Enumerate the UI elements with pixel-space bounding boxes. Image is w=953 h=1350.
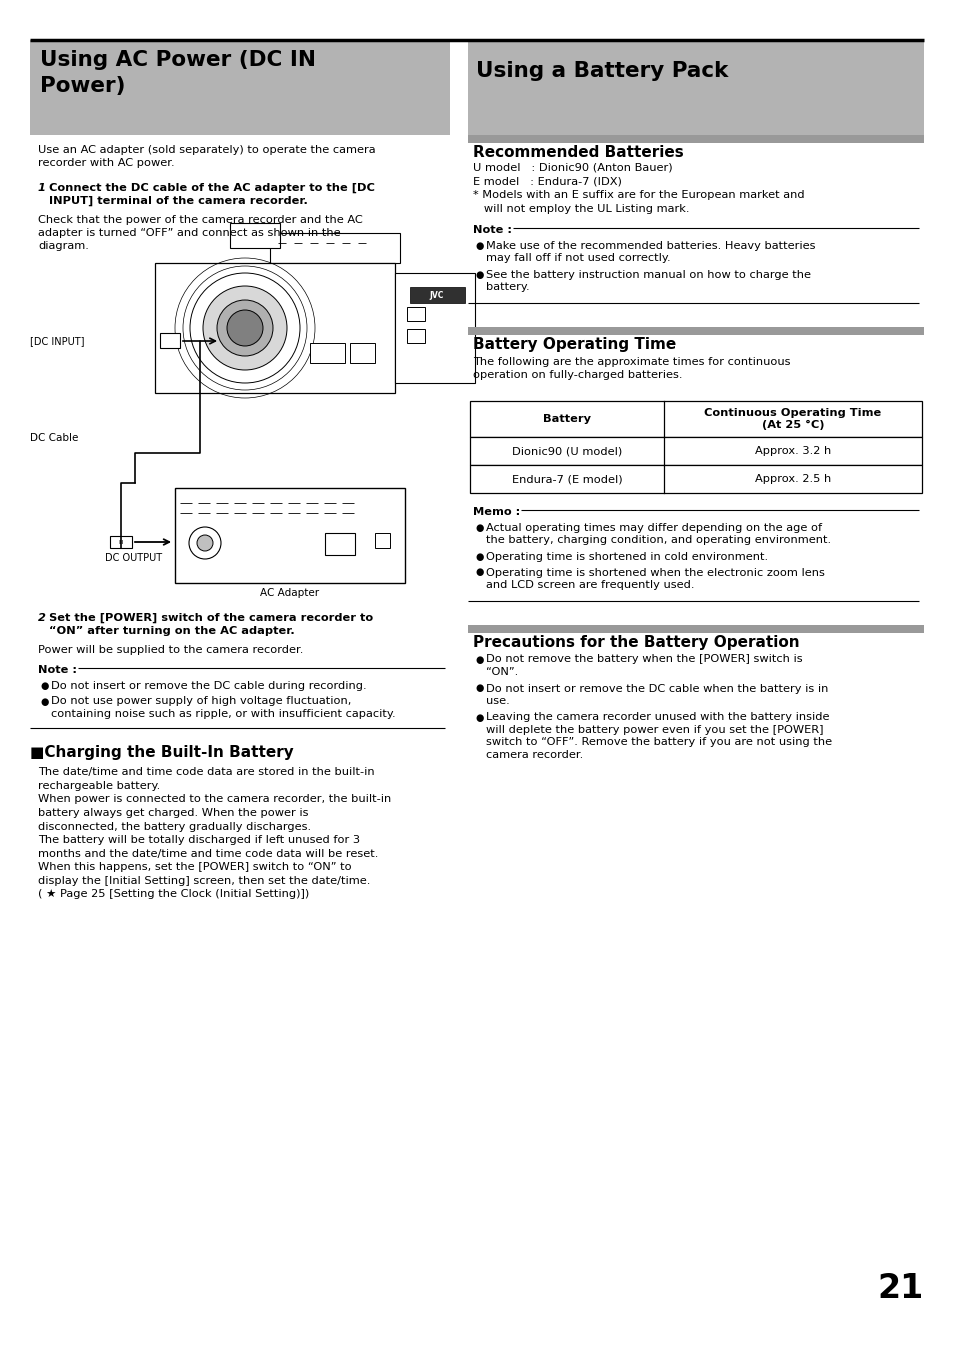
Text: Recommended Batteries: Recommended Batteries bbox=[473, 144, 683, 161]
Bar bbox=[470, 437, 921, 464]
Text: Leaving the camera recorder unused with the battery inside
will deplete the batt: Leaving the camera recorder unused with … bbox=[485, 713, 831, 760]
Text: Power will be supplied to the camera recorder.: Power will be supplied to the camera rec… bbox=[38, 645, 303, 655]
Bar bbox=[468, 40, 923, 135]
Text: [DC INPUT]: [DC INPUT] bbox=[30, 336, 85, 346]
Text: The date/time and time code data are stored in the built-in: The date/time and time code data are sto… bbox=[38, 768, 375, 778]
Text: When power is connected to the camera recorder, the built-in: When power is connected to the camera re… bbox=[38, 795, 391, 805]
Bar bbox=[174, 487, 405, 583]
Text: Using a Battery Pack: Using a Battery Pack bbox=[476, 61, 727, 81]
Text: ( ★ Page 25 [Setting the Clock (Initial Setting)]): ( ★ Page 25 [Setting the Clock (Initial … bbox=[38, 890, 309, 899]
Text: Battery: Battery bbox=[542, 414, 590, 424]
Text: DC Cable: DC Cable bbox=[30, 433, 78, 443]
Text: Do not insert or remove the DC cable during recording.: Do not insert or remove the DC cable dur… bbox=[51, 680, 366, 691]
Text: Set the [POWER] switch of the camera recorder to
“ON” after turning on the AC ad: Set the [POWER] switch of the camera rec… bbox=[49, 613, 373, 636]
Text: Do not use power supply of high voltage fluctuation,
containing noise such as ri: Do not use power supply of high voltage … bbox=[51, 697, 395, 720]
Bar bbox=[30, 40, 450, 135]
Text: ●: ● bbox=[475, 552, 483, 562]
Text: 2: 2 bbox=[38, 613, 46, 622]
Text: Do not remove the battery when the [POWER] switch is
“ON”.: Do not remove the battery when the [POWE… bbox=[485, 655, 801, 676]
Bar bbox=[270, 234, 399, 263]
Text: Operating time is shortened when the electronic zoom lens
and LCD screen are fre: Operating time is shortened when the ele… bbox=[485, 567, 824, 590]
Text: Actual operating times may differ depending on the age of
the battery, charging : Actual operating times may differ depend… bbox=[485, 522, 830, 545]
Text: ●: ● bbox=[40, 697, 49, 706]
Text: Connect the DC cable of the AC adapter to the [DC
INPUT] terminal of the camera : Connect the DC cable of the AC adapter t… bbox=[49, 184, 375, 207]
Text: Precautions for the Battery Operation: Precautions for the Battery Operation bbox=[473, 634, 799, 649]
Text: rechargeable battery.: rechargeable battery. bbox=[38, 782, 160, 791]
Bar bbox=[410, 288, 464, 302]
Bar bbox=[230, 223, 280, 248]
Text: When this happens, set the [POWER] switch to “ON” to: When this happens, set the [POWER] switc… bbox=[38, 863, 352, 872]
Text: The following are the approximate times for continuous
operation on fully-charge: The following are the approximate times … bbox=[473, 356, 790, 379]
Text: 21: 21 bbox=[877, 1272, 923, 1305]
Bar bbox=[407, 329, 424, 343]
Bar bbox=[110, 536, 132, 548]
Text: Endura-7 (E model): Endura-7 (E model) bbox=[511, 474, 621, 485]
Text: Make use of the recommended batteries. Heavy batteries
may fall off if not used : Make use of the recommended batteries. H… bbox=[485, 242, 815, 263]
Text: Battery Operating Time: Battery Operating Time bbox=[473, 338, 676, 352]
Text: ●: ● bbox=[475, 713, 483, 722]
Text: DC OUTPUT: DC OUTPUT bbox=[105, 554, 162, 563]
Text: Note :: Note : bbox=[473, 225, 512, 235]
Text: display the [Initial Setting] screen, then set the date/time.: display the [Initial Setting] screen, th… bbox=[38, 876, 370, 886]
Text: III: III bbox=[118, 540, 124, 544]
Text: Operating time is shortened in cold environment.: Operating time is shortened in cold envi… bbox=[485, 552, 767, 562]
Text: ●: ● bbox=[475, 522, 483, 533]
Bar bbox=[154, 263, 395, 393]
Text: Approx. 2.5 h: Approx. 2.5 h bbox=[754, 474, 830, 485]
Bar bbox=[160, 333, 180, 348]
Text: AC Adapter: AC Adapter bbox=[260, 589, 319, 598]
Text: Dionic90 (U model): Dionic90 (U model) bbox=[512, 446, 621, 456]
Text: * Models with an E suffix are for the European market and: * Models with an E suffix are for the Eu… bbox=[473, 190, 803, 200]
Circle shape bbox=[189, 526, 221, 559]
Bar bbox=[468, 625, 923, 633]
Text: will not employ the UL Listing mark.: will not employ the UL Listing mark. bbox=[473, 204, 689, 213]
Text: E model   : Endura-7 (IDX): E model : Endura-7 (IDX) bbox=[473, 177, 621, 186]
Text: Power): Power) bbox=[40, 76, 126, 96]
Text: Check that the power of the camera recorder and the AC
adapter is turned “OFF” a: Check that the power of the camera recor… bbox=[38, 215, 362, 251]
Text: Using AC Power (DC IN: Using AC Power (DC IN bbox=[40, 50, 315, 70]
Text: ●: ● bbox=[475, 242, 483, 251]
Text: ■Charging the Built-In Battery: ■Charging the Built-In Battery bbox=[30, 745, 294, 760]
Text: Continuous Operating Time
(At 25 °C): Continuous Operating Time (At 25 °C) bbox=[703, 408, 881, 431]
Text: ●: ● bbox=[475, 655, 483, 664]
Bar bbox=[325, 533, 355, 555]
Circle shape bbox=[196, 535, 213, 551]
Text: Use an AC adapter (sold separately) to operate the camera
recorder with AC power: Use an AC adapter (sold separately) to o… bbox=[38, 144, 375, 167]
Text: 1: 1 bbox=[38, 184, 46, 193]
Text: Note :: Note : bbox=[38, 666, 77, 675]
Bar bbox=[470, 401, 921, 437]
Text: ●: ● bbox=[40, 680, 49, 691]
Text: months and the date/time and time code data will be reset.: months and the date/time and time code d… bbox=[38, 849, 378, 859]
Circle shape bbox=[227, 310, 263, 346]
Text: Do not insert or remove the DC cable when the battery is in
use.: Do not insert or remove the DC cable whe… bbox=[485, 683, 827, 706]
Circle shape bbox=[203, 286, 287, 370]
Bar bbox=[350, 343, 375, 363]
Bar bbox=[468, 135, 923, 143]
Circle shape bbox=[216, 300, 273, 356]
Text: disconnected, the battery gradually discharges.: disconnected, the battery gradually disc… bbox=[38, 822, 311, 832]
Bar bbox=[470, 464, 921, 493]
Bar bbox=[468, 327, 923, 335]
Text: ●: ● bbox=[475, 270, 483, 279]
Text: U model   : Dionic90 (Anton Bauer): U model : Dionic90 (Anton Bauer) bbox=[473, 163, 672, 173]
Bar bbox=[395, 273, 475, 383]
Text: Memo :: Memo : bbox=[473, 508, 519, 517]
Text: Approx. 3.2 h: Approx. 3.2 h bbox=[754, 446, 830, 456]
Text: battery always get charged. When the power is: battery always get charged. When the pow… bbox=[38, 809, 308, 818]
Bar bbox=[375, 533, 390, 548]
Bar bbox=[407, 306, 424, 321]
Text: ●: ● bbox=[475, 683, 483, 694]
Bar bbox=[310, 343, 345, 363]
Text: JVC: JVC bbox=[430, 290, 444, 300]
Text: The battery will be totally discharged if left unused for 3: The battery will be totally discharged i… bbox=[38, 836, 359, 845]
Circle shape bbox=[190, 273, 299, 383]
Text: ●: ● bbox=[475, 567, 483, 578]
Text: See the battery instruction manual on how to charge the
battery.: See the battery instruction manual on ho… bbox=[485, 270, 810, 293]
